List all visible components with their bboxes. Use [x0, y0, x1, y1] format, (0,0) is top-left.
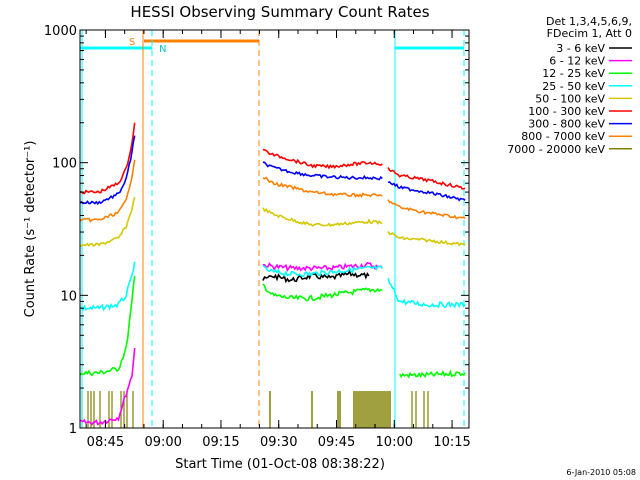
legend-label: 7000 - 20000 keV: [507, 143, 605, 156]
legend-label: 300 - 800 keV: [528, 118, 605, 131]
x-tick-label: 09:45: [318, 435, 355, 450]
legend-label: 3 - 6 keV: [556, 42, 605, 55]
plot-frame: [79, 29, 470, 429]
legend-label: 12 - 25 keV: [542, 67, 605, 80]
series-line: [262, 283, 383, 302]
series-line: [387, 231, 466, 247]
y-tick-label: 1: [69, 422, 77, 437]
y-tick-label: 1000: [44, 24, 77, 39]
series-line: [387, 167, 466, 190]
y-axis-label: Count Rate (s⁻¹ detector⁻¹): [23, 141, 38, 318]
flag-label-s: S: [129, 37, 135, 48]
legend-label: 50 - 100 keV: [535, 92, 605, 105]
series-line: [399, 369, 466, 379]
x-tick-label: 09:00: [144, 435, 181, 450]
series-line: [79, 135, 136, 206]
x-tick-label: 09:30: [260, 435, 297, 450]
legend-label: 6 - 12 keV: [549, 55, 605, 68]
x-tick-label: 10:00: [376, 435, 413, 450]
chart-title: HESSI Observing Summary Count Rates: [130, 3, 429, 21]
legend-header-line-2: FDecim 1, Att 0: [547, 27, 632, 40]
x-tick-label: 10:15: [433, 435, 470, 450]
y-tick-label: 10: [60, 289, 77, 304]
series-line: [79, 348, 136, 426]
series-line: [262, 207, 383, 228]
series-line: [79, 159, 136, 223]
footer-timestamp: 6-Jan-2010 05:08: [566, 468, 636, 477]
series-line: [79, 275, 136, 377]
series-line: [262, 269, 370, 284]
x-tick-label: 09:15: [202, 435, 239, 450]
flag-markers: [80, 30, 465, 428]
axis-ticks: 1 10 100 1000 08:45 09:00 09:15 09:30 09:45 10:00…: [44, 24, 471, 450]
legend-label: 100 - 300 keV: [528, 105, 605, 118]
flag-label-n: N: [159, 44, 166, 55]
series-line: [262, 261, 383, 272]
series-line: [387, 180, 466, 202]
series-line: [262, 176, 383, 198]
series-line: [79, 122, 136, 195]
series-line: [262, 265, 383, 278]
legend-label: 25 - 50 keV: [542, 80, 605, 93]
x-axis-label: Start Time (01-Oct-08 08:38:22): [175, 457, 385, 472]
series-line: [262, 161, 383, 181]
x-tick-label: 08:45: [87, 435, 124, 450]
y-tick-label: 100: [52, 157, 77, 172]
legend-header-line-1: Det 1,3,4,5,6,9,: [546, 15, 632, 28]
series-line: [79, 261, 136, 312]
series-line: [387, 277, 466, 309]
olive-noise-bars: [81, 391, 429, 428]
series-line: [262, 148, 383, 170]
legend-label: 800 - 7000 keV: [521, 130, 605, 143]
series-group: [79, 122, 466, 426]
series-line: [80, 196, 136, 247]
series-line: [387, 199, 466, 220]
